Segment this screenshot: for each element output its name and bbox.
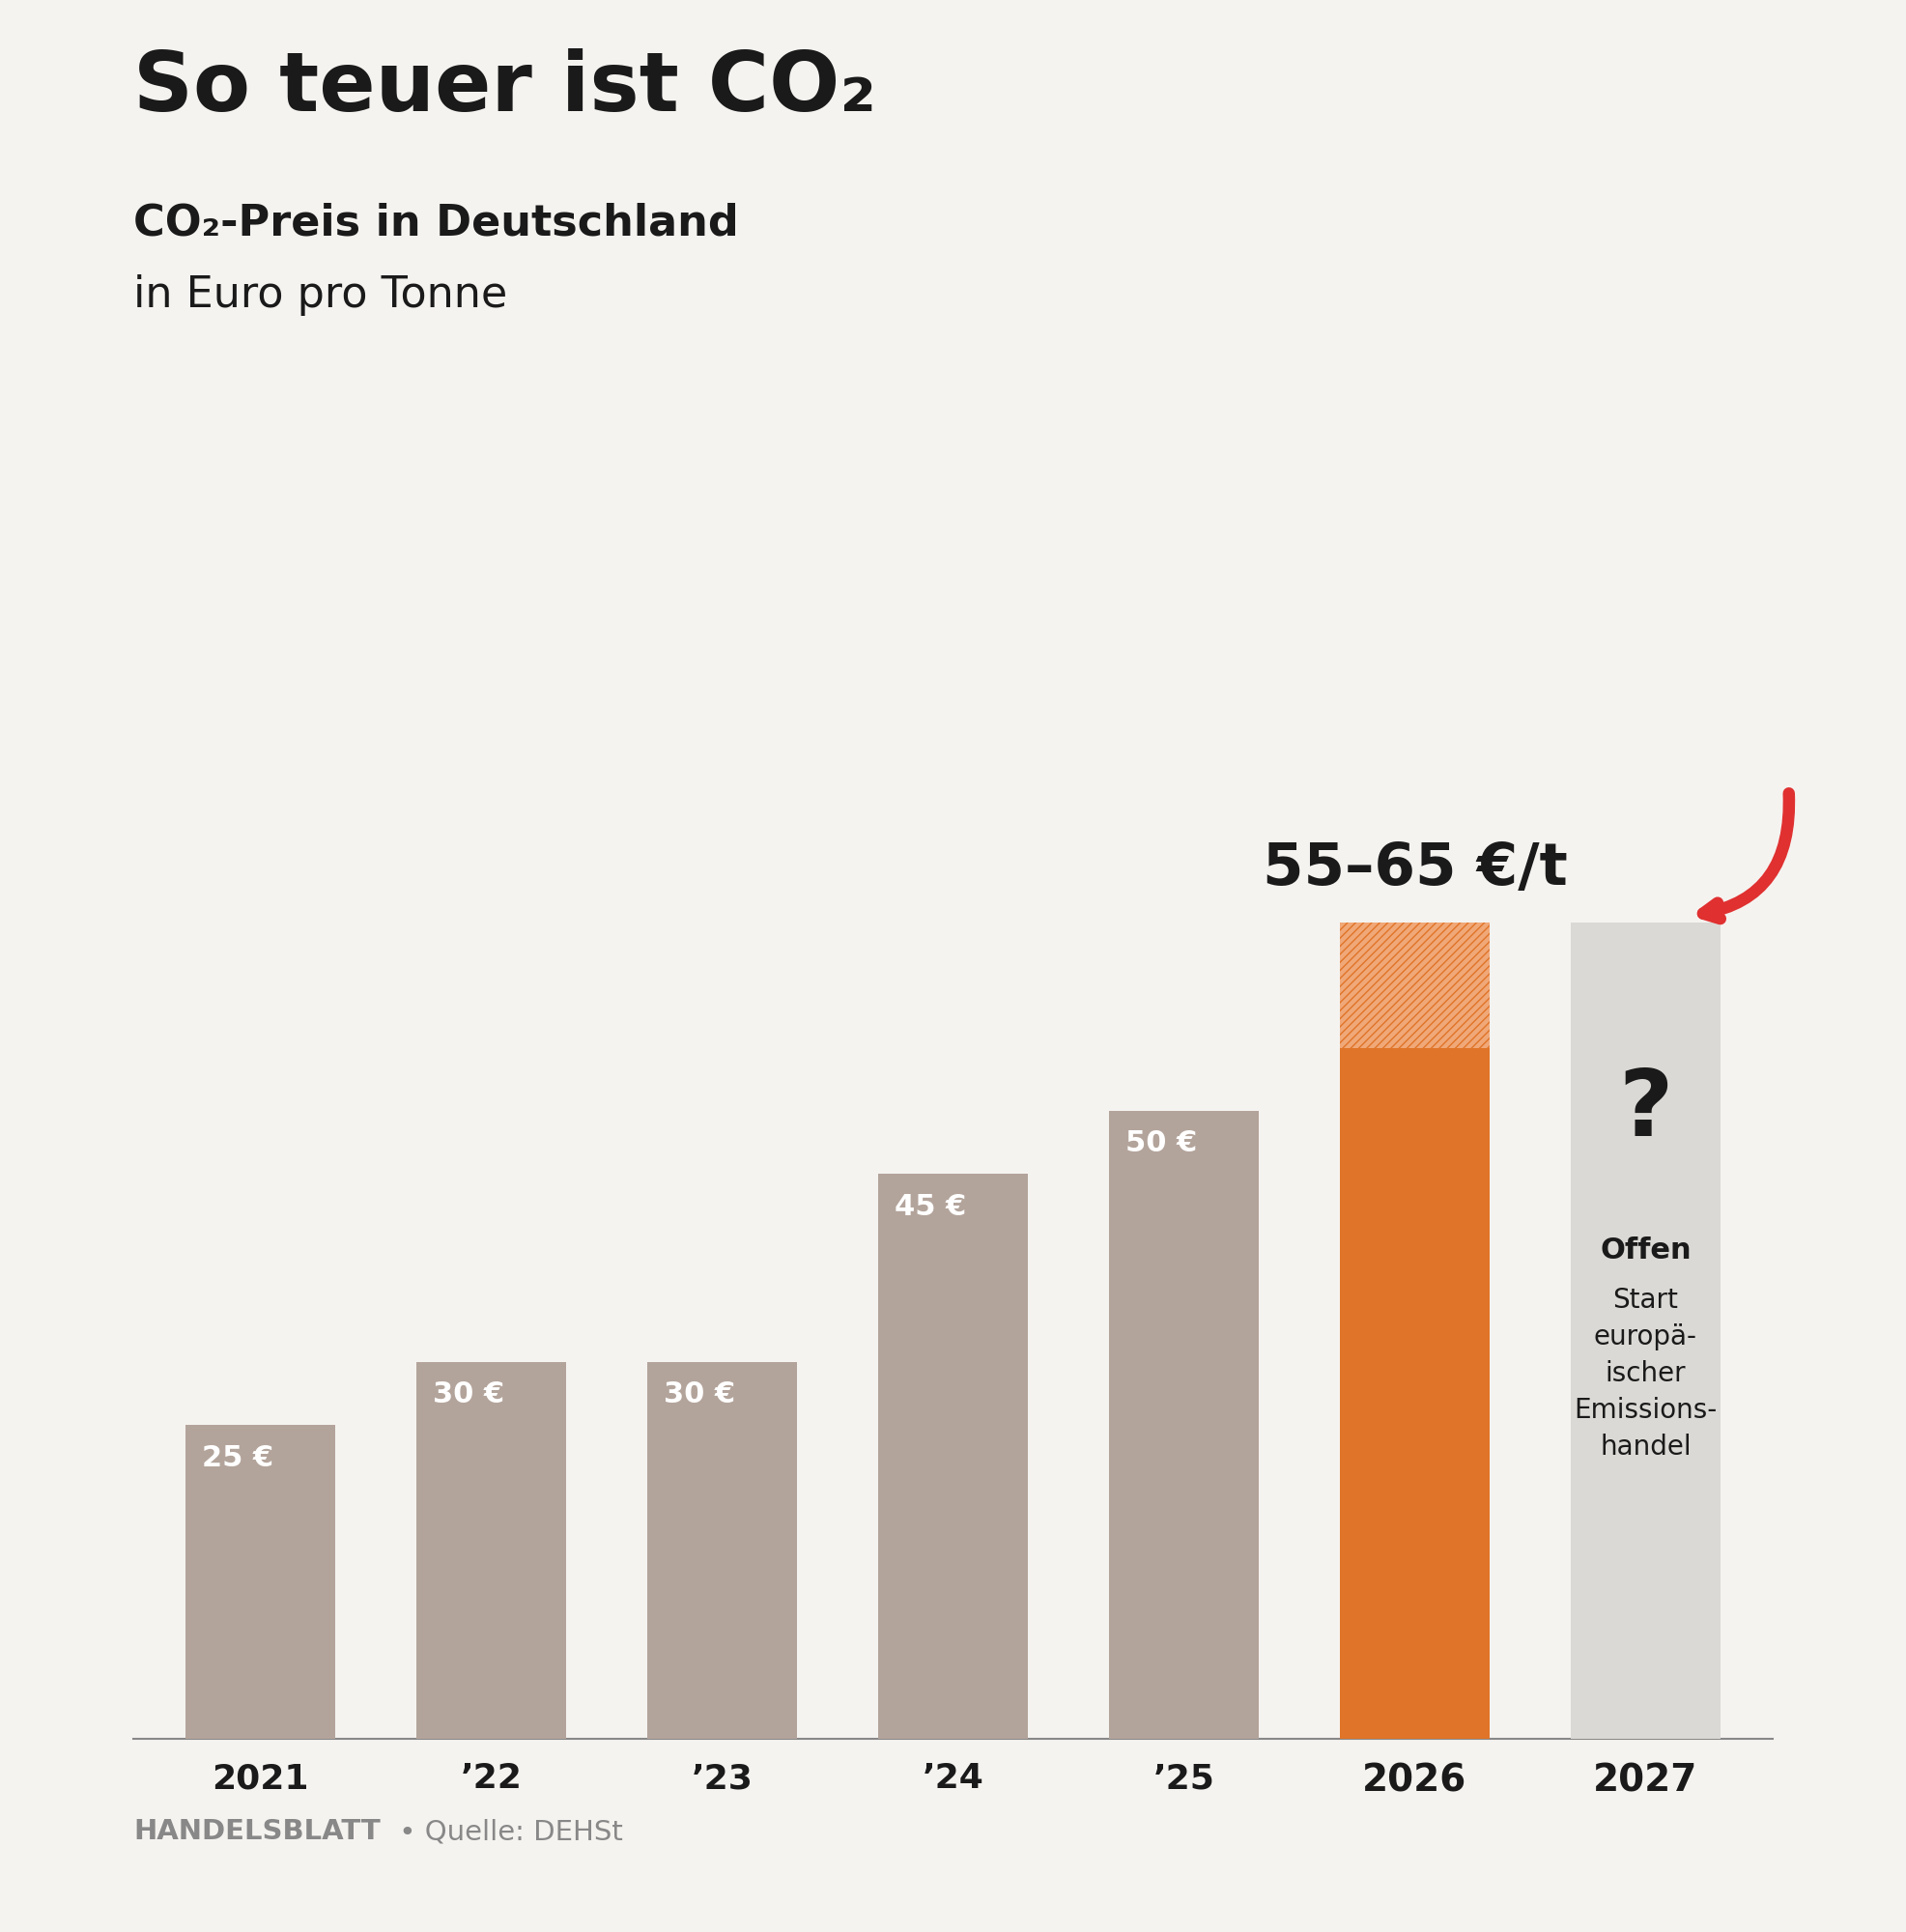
Text: 55–65 €/t: 55–65 €/t — [1262, 840, 1567, 896]
Text: 45 €: 45 € — [894, 1192, 966, 1221]
Text: 30 €: 30 € — [433, 1381, 503, 1408]
Text: ?: ? — [1618, 1066, 1673, 1155]
Bar — [185, 1426, 335, 1739]
Bar — [1340, 923, 1490, 1047]
Bar — [416, 1362, 566, 1739]
Bar — [1109, 1111, 1258, 1739]
Text: HANDELSBLATT: HANDELSBLATT — [133, 1818, 381, 1845]
Text: 25 €: 25 € — [202, 1443, 273, 1472]
Text: • Quelle: DEHSt: • Quelle: DEHSt — [391, 1818, 623, 1845]
Text: So teuer ist CO₂: So teuer ist CO₂ — [133, 48, 877, 128]
Text: CO₂-Preis in Deutschland: CO₂-Preis in Deutschland — [133, 203, 740, 243]
Text: Offen: Offen — [1599, 1236, 1691, 1264]
Bar — [1340, 1047, 1490, 1739]
Bar — [648, 1362, 797, 1739]
Text: Start
europä-
ischer
Emissions-
handel: Start europä- ischer Emissions- handel — [1574, 1287, 1717, 1461]
Text: 50 €: 50 € — [1125, 1130, 1197, 1157]
Bar — [879, 1173, 1027, 1739]
Text: in Euro pro Tonne: in Euro pro Tonne — [133, 274, 507, 315]
Bar — [1571, 923, 1721, 1739]
Text: 30 €: 30 € — [663, 1381, 736, 1408]
